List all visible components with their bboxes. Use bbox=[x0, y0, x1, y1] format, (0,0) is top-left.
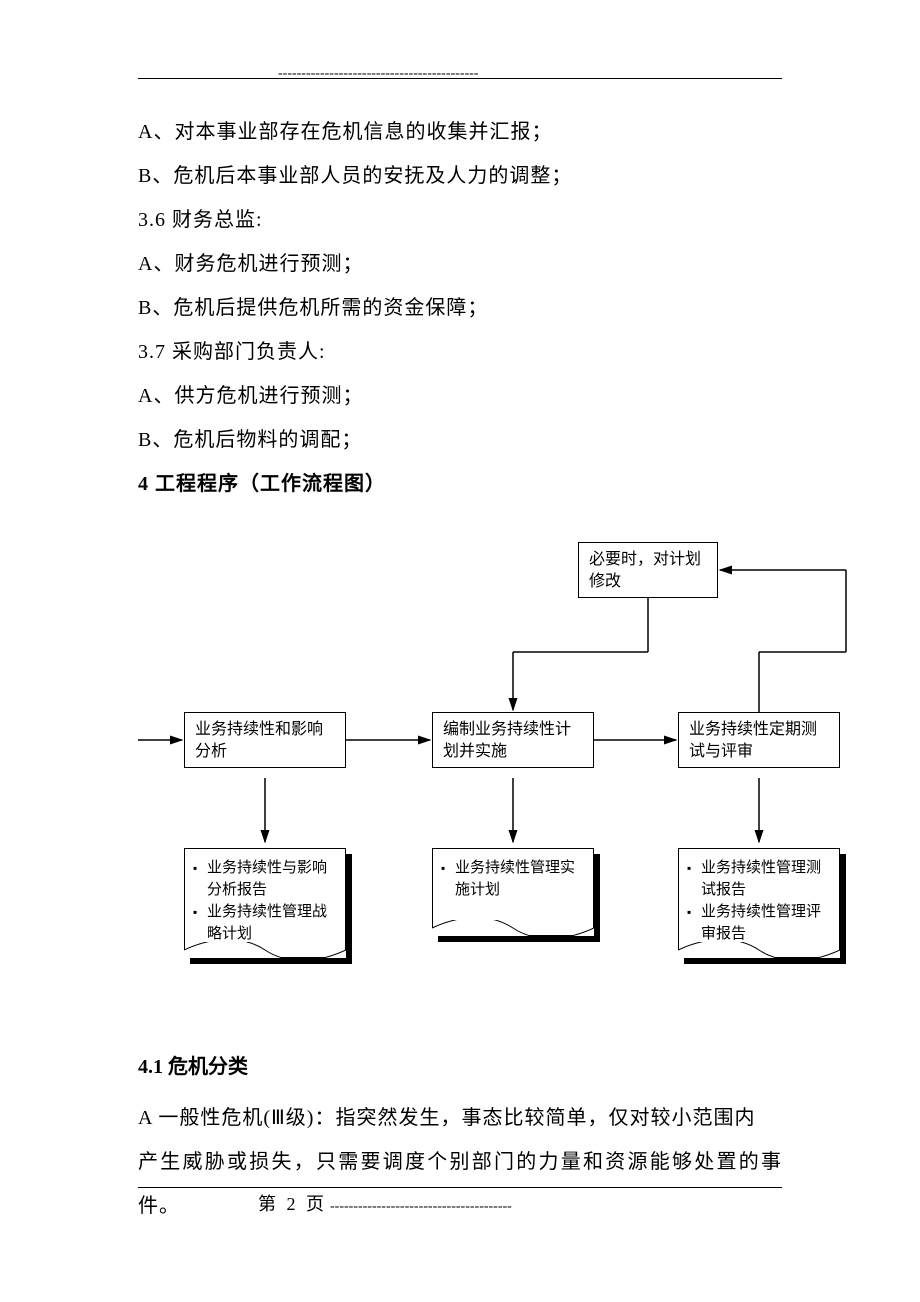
flow-doc-2-item-1: 业务持续性管理实施计划 bbox=[441, 857, 585, 901]
flow-doc-2: 业务持续性管理实施计划 bbox=[432, 848, 594, 936]
flow-box-revise: 必要时，对计划修改 bbox=[578, 542, 718, 598]
line-b3: B、危机后物料的调配； bbox=[138, 418, 782, 462]
flow-doc-3-item-1: 业务持续性管理测试报告 bbox=[687, 857, 831, 901]
heading-4-1: 4.1 危机分类 bbox=[138, 1050, 248, 1079]
flow-box-1: 业务持续性和影响分析 bbox=[184, 712, 346, 768]
flow-doc-1-curve bbox=[184, 942, 346, 958]
heading-4: 4 工程程序（工作流程图） bbox=[138, 462, 782, 506]
line-a3: A、供方危机进行预测； bbox=[138, 374, 782, 418]
flow-box-revise-label: 必要时，对计划修改 bbox=[589, 551, 701, 590]
flow-box-3: 业务持续性定期测试与评审 bbox=[678, 712, 840, 768]
footer: 第 2 页 ----------------------------------… bbox=[138, 1187, 782, 1216]
flow-doc-1-item-1: 业务持续性与影响分析报告 bbox=[193, 857, 337, 901]
flowchart: 必要时，对计划修改 业务持续性和影响分析 编制业务持续性计划并实施 业务持续性定… bbox=[138, 542, 800, 1002]
body-4-1-line-1: A 一般性危机(Ⅲ级)：指突然发生，事态比较简单，仅对较小范围内 bbox=[138, 1096, 782, 1140]
flow-box-2: 编制业务持续性计划并实施 bbox=[432, 712, 594, 768]
line-b1: B、危机后本事业部人员的安抚及人力的调整； bbox=[138, 154, 782, 198]
line-a1: A、对本事业部存在危机信息的收集并汇报； bbox=[138, 110, 782, 154]
header-rule: ----------------------------------------… bbox=[138, 78, 782, 92]
line-b2: B、危机后提供危机所需的资金保障； bbox=[138, 286, 782, 330]
flow-doc-1: 业务持续性与影响分析报告 业务持续性管理战略计划 bbox=[184, 848, 346, 958]
footer-line bbox=[138, 1187, 782, 1188]
footer-page: 第 2 页 bbox=[258, 1194, 327, 1214]
flow-doc-3-item-2: 业务持续性管理评审报告 bbox=[687, 901, 831, 945]
flow-doc-3: 业务持续性管理测试报告 业务持续性管理评审报告 bbox=[678, 848, 840, 958]
page: ----------------------------------------… bbox=[0, 0, 920, 1302]
line-a2: A、财务危机进行预测； bbox=[138, 242, 782, 286]
content: A、对本事业部存在危机信息的收集并汇报； B、危机后本事业部人员的安抚及人力的调… bbox=[138, 110, 782, 506]
line-36: 3.6 财务总监: bbox=[138, 198, 782, 242]
flow-box-3-label: 业务持续性定期测试与评审 bbox=[689, 721, 817, 760]
flow-doc-1-item-2: 业务持续性管理战略计划 bbox=[193, 901, 337, 945]
flow-doc-2-curve bbox=[432, 920, 594, 936]
line-37: 3.7 采购部门负责人: bbox=[138, 330, 782, 374]
footer-dashes: --------------------------------------- bbox=[330, 1199, 512, 1214]
flow-box-1-label: 业务持续性和影响分析 bbox=[195, 721, 323, 760]
flow-box-2-label: 编制业务持续性计划并实施 bbox=[443, 721, 571, 760]
header-dashes: ----------------------------------------… bbox=[278, 66, 478, 82]
flow-doc-3-curve bbox=[678, 942, 840, 958]
